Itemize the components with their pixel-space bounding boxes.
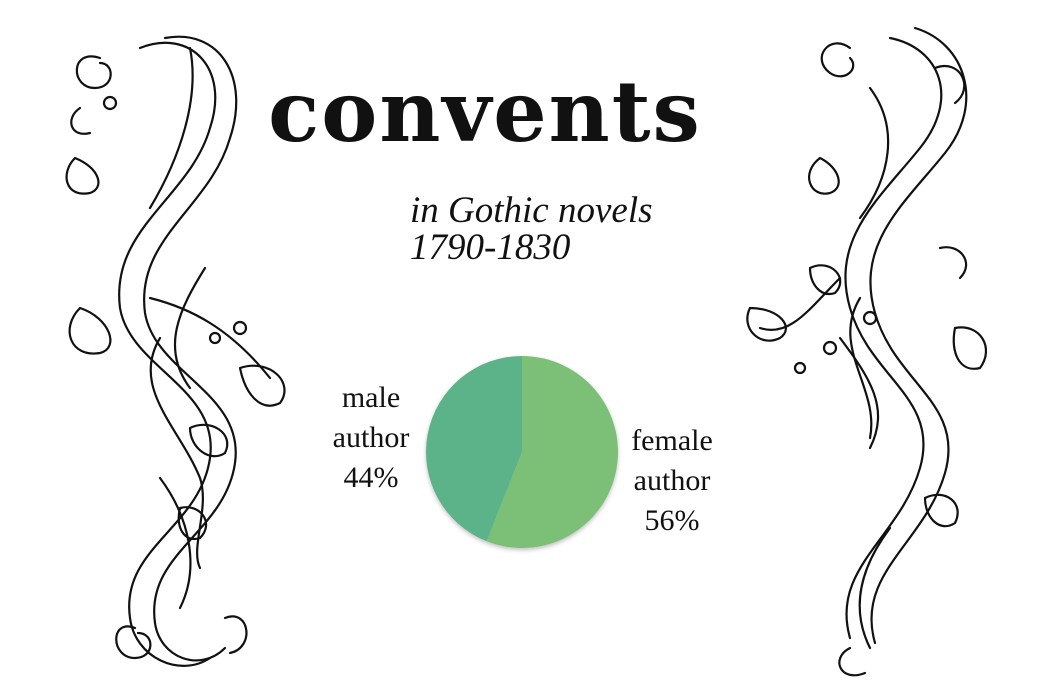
male-author-label: male author 44% <box>310 378 432 498</box>
pie-chart-svg <box>425 356 618 548</box>
pie-chart <box>420 350 624 554</box>
male-label-line-1: male <box>341 381 401 414</box>
female-label-line-1: female <box>631 424 713 457</box>
page-title: convents <box>268 62 702 161</box>
female-author-label: female author 56% <box>608 421 736 541</box>
male-label-line-2: author <box>332 421 410 454</box>
subtitle-line-1: in Gothic novels <box>410 190 653 231</box>
right-ribbon-ornament-icon <box>746 26 987 677</box>
pie-slice-female-author <box>486 356 618 548</box>
chart-subtitle: in Gothic novels 1790-1830 <box>410 192 730 266</box>
male-label-percent: 44% <box>343 461 399 494</box>
subtitle-line-2: 1790-1830 <box>410 227 571 268</box>
pie-slice-male-author <box>425 356 522 542</box>
female-label-percent: 56% <box>644 504 700 537</box>
left-ribbon-ornament-icon <box>65 35 286 667</box>
female-label-line-2: author <box>633 464 711 497</box>
